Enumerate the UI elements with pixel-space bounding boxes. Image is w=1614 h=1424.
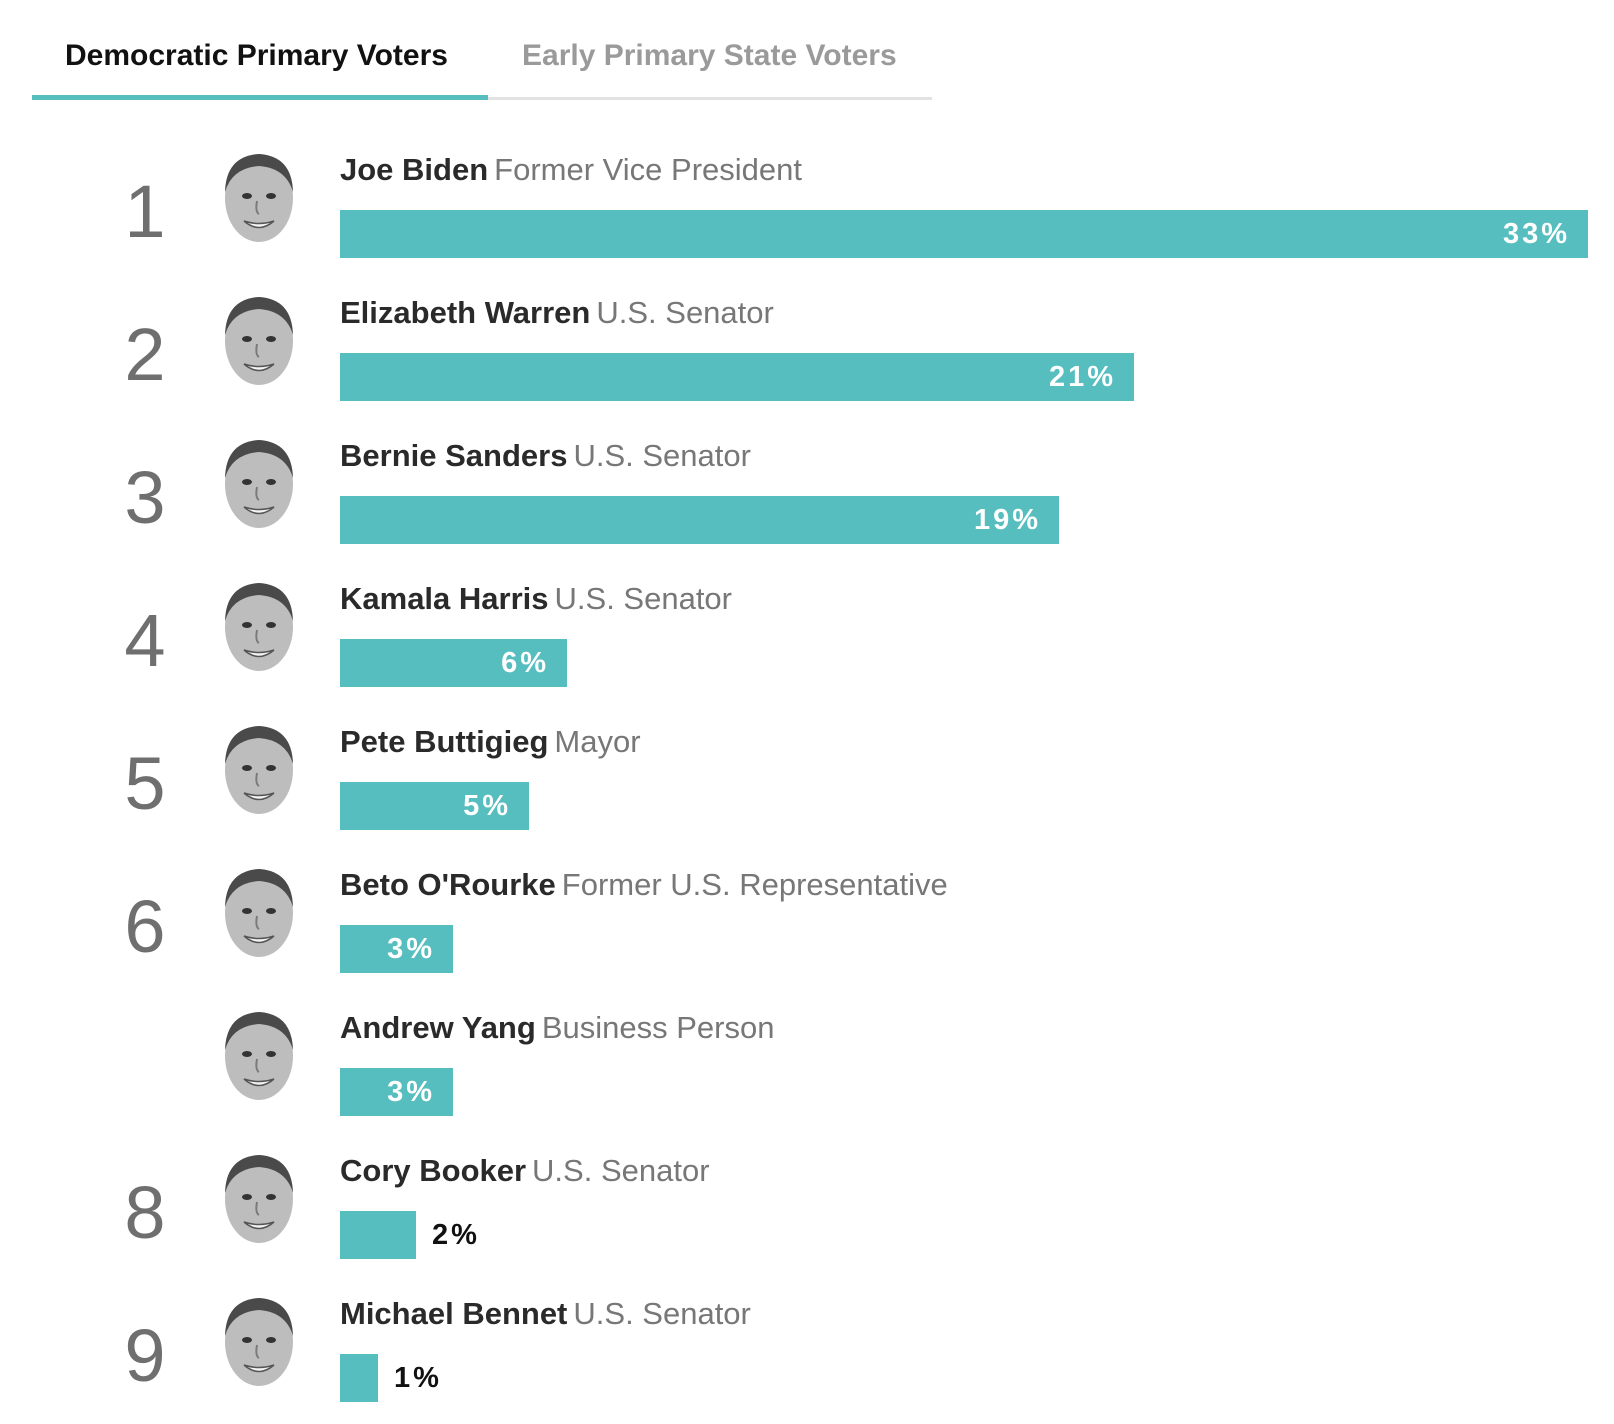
- rank-number: 4: [124, 599, 166, 682]
- bar-value-label: 21%: [1048, 361, 1116, 393]
- candidate-photo: [216, 718, 302, 818]
- candidate-label: Michael Bennet U.S. Senator: [340, 1294, 751, 1334]
- bar: [340, 639, 567, 687]
- rank-number: 2: [124, 313, 166, 396]
- bar: [340, 1354, 378, 1402]
- candidate-office: Business Person: [541, 1010, 775, 1045]
- candidate-office: U.S. Senator: [554, 581, 732, 616]
- bar: [340, 496, 1059, 544]
- bar-value-label: 19%: [973, 504, 1041, 536]
- candidate-photo: [216, 289, 302, 389]
- candidate-label: Andrew Yang Business Person: [340, 1008, 774, 1048]
- bar-value-label: 33%: [1502, 218, 1570, 250]
- rank-number: 8: [124, 1171, 166, 1254]
- bar-value-label: 5%: [463, 790, 511, 822]
- candidate-office: Former U.S. Representative: [561, 867, 948, 902]
- bar: [340, 1068, 453, 1116]
- candidate-row: Andrew Yang Business Person 3%: [0, 1000, 1614, 1138]
- candidate-name: Pete Buttigieg: [340, 724, 549, 759]
- candidate-name: Cory Booker: [340, 1153, 527, 1188]
- candidate-label: Beto O'Rourke Former U.S. Representative: [340, 865, 948, 905]
- candidate-office: U.S. Senator: [596, 295, 774, 330]
- candidate-row: 3 Bernie Sanders U.S. Senator 19%: [0, 428, 1614, 566]
- candidate-name: Andrew Yang: [340, 1010, 536, 1045]
- candidate-name: Bernie Sanders: [340, 438, 568, 473]
- candidate-label: Bernie Sanders U.S. Senator: [340, 436, 751, 476]
- bar: [340, 210, 1588, 258]
- candidate-photo: [216, 146, 302, 246]
- rank-number: 9: [124, 1314, 166, 1397]
- candidate-label: Kamala Harris U.S. Senator: [340, 579, 732, 619]
- candidate-photo: [216, 1147, 302, 1247]
- candidate-name: Joe Biden: [340, 152, 489, 187]
- rank-number: 3: [124, 456, 166, 539]
- candidate-office: Mayor: [554, 724, 641, 759]
- bar-value-label: 2%: [432, 1219, 480, 1251]
- candidate-name: Beto O'Rourke: [340, 867, 556, 902]
- bar-value-label: 1%: [394, 1362, 442, 1394]
- candidate-row: 6 Beto O'Rourke Former U.S. Representative…: [0, 857, 1614, 995]
- candidate-row: 2 Elizabeth Warren U.S. Senator 21%: [0, 285, 1614, 423]
- candidate-label: Joe Biden Former Vice President: [340, 150, 802, 190]
- candidate-photo: [216, 1290, 302, 1390]
- candidate-photo: [216, 1004, 302, 1104]
- bar-value-label: 6%: [501, 647, 549, 679]
- bar-value-label: 3%: [387, 933, 435, 965]
- rank-number: 6: [124, 885, 166, 968]
- bar: [340, 925, 453, 973]
- candidate-row: 5 Pete Buttigieg Mayor 5%: [0, 714, 1614, 852]
- bar: [340, 782, 529, 830]
- candidate-row: 9 Michael Bennet U.S. Senator 1%: [0, 1286, 1614, 1424]
- candidate-office: Former Vice President: [494, 152, 802, 187]
- candidate-office: U.S. Senator: [573, 438, 751, 473]
- rank-number: 5: [124, 742, 166, 825]
- bar: [340, 1211, 416, 1259]
- candidate-office: U.S. Senator: [532, 1153, 710, 1188]
- bar: [340, 353, 1134, 401]
- candidate-name: Michael Bennet: [340, 1296, 568, 1331]
- rank-number: 1: [124, 170, 166, 253]
- candidate-name: Kamala Harris: [340, 581, 549, 616]
- candidate-photo: [216, 861, 302, 961]
- candidate-office: U.S. Senator: [573, 1296, 751, 1331]
- candidate-row: 8 Cory Booker U.S. Senator 2%: [0, 1143, 1614, 1281]
- candidate-label: Pete Buttigieg Mayor: [340, 722, 641, 762]
- candidate-row: 4 Kamala Harris U.S. Senator 6%: [0, 571, 1614, 709]
- candidate-label: Cory Booker U.S. Senator: [340, 1151, 710, 1191]
- tab-bar: Democratic Primary Voters Early Primary …: [32, 20, 932, 100]
- tab-democratic-primary-voters[interactable]: Democratic Primary Voters: [32, 20, 488, 100]
- candidate-photo: [216, 432, 302, 532]
- candidate-photo: [216, 575, 302, 675]
- candidate-row: 1 Joe Biden Former Vice President 33%: [0, 142, 1614, 280]
- bar-value-label: 3%: [387, 1076, 435, 1108]
- candidate-label: Elizabeth Warren U.S. Senator: [340, 293, 774, 333]
- tab-early-primary-state-voters[interactable]: Early Primary State Voters: [522, 39, 897, 72]
- candidate-name: Elizabeth Warren: [340, 295, 591, 330]
